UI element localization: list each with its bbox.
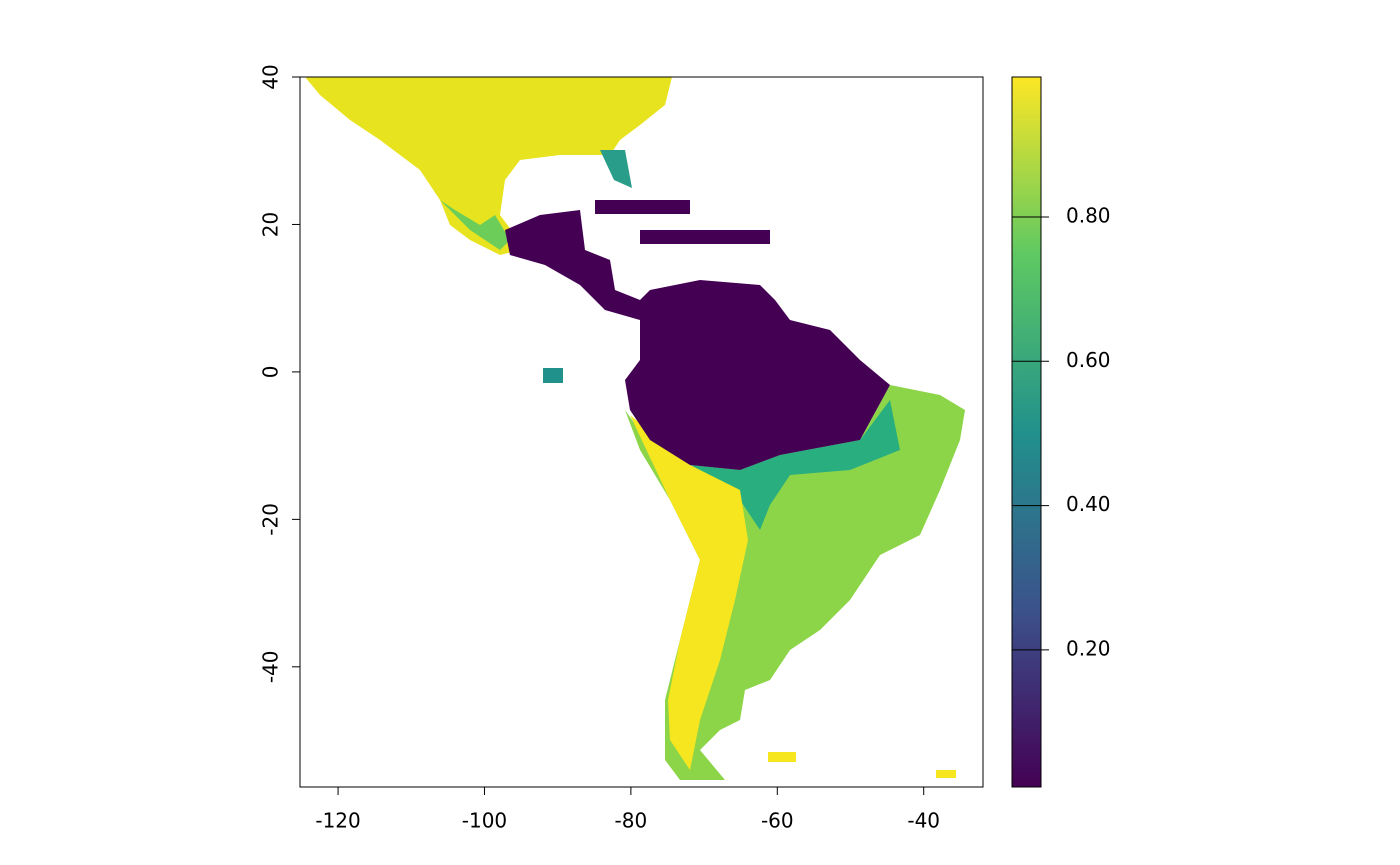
colorbar-tick-label: 0.40 [1066, 492, 1111, 516]
x-tick-label: -120 [315, 809, 360, 833]
andes-south [630, 415, 748, 770]
colorbar-tick-label: 0.20 [1066, 636, 1111, 660]
mexico-coast [440, 200, 510, 250]
colorbar-tick-label: 0.80 [1066, 203, 1111, 227]
south-georgia [936, 770, 956, 778]
y-tick-label: -40 [259, 650, 283, 683]
colorbar [1011, 76, 1042, 788]
y-tick-label: -20 [259, 503, 283, 536]
hispaniola [640, 230, 770, 244]
colorbar-tick-label: 0.60 [1066, 348, 1111, 372]
x-tick-label: -80 [615, 809, 648, 833]
y-tick-label: 0 [259, 366, 283, 379]
y-tick-label: 20 [259, 212, 283, 237]
galapagos [543, 368, 563, 383]
amazon-central-america [505, 210, 890, 470]
cuba [595, 200, 690, 214]
y-tick-label: 40 [259, 64, 283, 89]
falklands [768, 752, 796, 762]
x-tick-label: -100 [462, 809, 507, 833]
north-america [305, 77, 672, 255]
x-tick-label: -60 [761, 809, 794, 833]
x-tick-label: -40 [907, 809, 940, 833]
amazon-edge [625, 400, 900, 530]
land [305, 77, 965, 780]
axes: -120 -100 -80 -60 -40 40 20 0 -20 -40 0.20 0.40 0.60… [259, 64, 1111, 832]
florida [600, 150, 632, 188]
